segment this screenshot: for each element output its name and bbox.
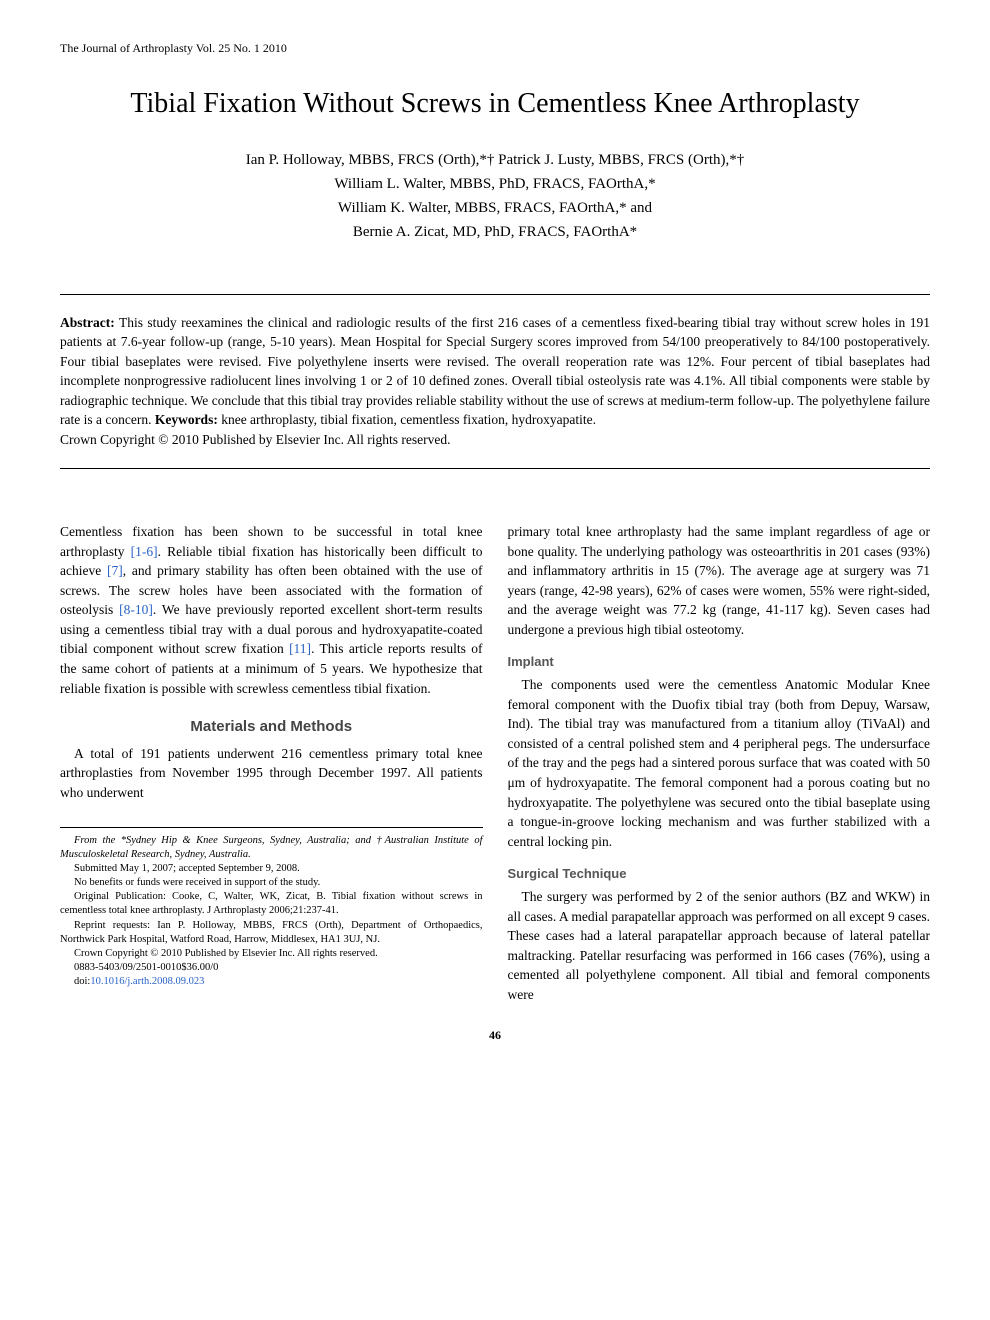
abstract-copyright: Crown Copyright © 2010 Published by Else… <box>60 430 930 450</box>
right-column: primary total knee arthroplasty had the … <box>508 509 931 1007</box>
doi-link[interactable]: 10.1016/j.arth.2008.09.023 <box>90 976 204 987</box>
authors-line: Bernie A. Zicat, MD, PhD, FRACS, FAOrthA… <box>60 220 930 244</box>
subsection-heading-surgical: Surgical Technique <box>508 865 931 884</box>
journal-header: The Journal of Arthroplasty Vol. 25 No. … <box>60 40 930 56</box>
citation-link[interactable]: [1-6] <box>131 544 158 559</box>
authors-line: William L. Walter, MBBS, PhD, FRACS, FAO… <box>60 172 930 196</box>
abstract-text: Abstract: This study reexamines the clin… <box>60 313 930 450</box>
subsection-heading-implant: Implant <box>508 653 931 672</box>
citation-link[interactable]: [11] <box>289 641 311 656</box>
footnote-original-pub: Original Publication: Cooke, C, Walter, … <box>60 890 483 918</box>
footnote-doi: doi:10.1016/j.arth.2008.09.023 <box>60 975 483 989</box>
implant-paragraph: The components used were the cementless … <box>508 675 931 851</box>
footnote-affiliation: From the *Sydney Hip & Knee Surgeons, Sy… <box>60 834 483 862</box>
intro-paragraph: Cementless fixation has been shown to be… <box>60 522 483 698</box>
article-title: Tibial Fixation Without Screws in Cement… <box>60 86 930 122</box>
authors-line: Ian P. Holloway, MBBS, FRCS (Orth),*† Pa… <box>60 148 930 172</box>
citation-link[interactable]: [8-10] <box>119 602 153 617</box>
surgical-paragraph: The surgery was performed by 2 of the se… <box>508 887 931 1004</box>
left-column: Cementless fixation has been shown to be… <box>60 509 483 1007</box>
continuation-paragraph: primary total knee arthroplasty had the … <box>508 522 931 639</box>
abstract-body: This study reexamines the clinical and r… <box>60 315 930 428</box>
abstract-label: Abstract: <box>60 315 115 330</box>
page-number: 46 <box>60 1027 930 1043</box>
materials-methods-paragraph: A total of 191 patients underwent 216 ce… <box>60 744 483 803</box>
section-heading-materials-methods: Materials and Methods <box>60 716 483 738</box>
abstract-container: Abstract: This study reexamines the clin… <box>60 294 930 469</box>
footnotes-block: From the *Sydney Hip & Knee Surgeons, Sy… <box>60 827 483 990</box>
footnote-dates: Submitted May 1, 2007; accepted Septembe… <box>60 862 483 876</box>
footnote-reprints: Reprint requests: Ian P. Holloway, MBBS,… <box>60 919 483 947</box>
footnote-code: 0883-5403/09/2501-0010$36.00/0 <box>60 961 483 975</box>
authors-block: Ian P. Holloway, MBBS, FRCS (Orth),*† Pa… <box>60 148 930 244</box>
authors-line: William K. Walter, MBBS, FRACS, FAOrthA,… <box>60 196 930 220</box>
footnote-funding: No benefits or funds were received in su… <box>60 876 483 890</box>
footnote-copyright: Crown Copyright © 2010 Published by Else… <box>60 947 483 961</box>
doi-prefix: doi: <box>74 976 90 987</box>
keywords-label: Keywords: <box>155 412 218 427</box>
two-column-body: Cementless fixation has been shown to be… <box>60 509 930 1007</box>
keywords-text: knee arthroplasty, tibial fixation, ceme… <box>218 412 596 427</box>
citation-link[interactable]: [7] <box>107 563 123 578</box>
